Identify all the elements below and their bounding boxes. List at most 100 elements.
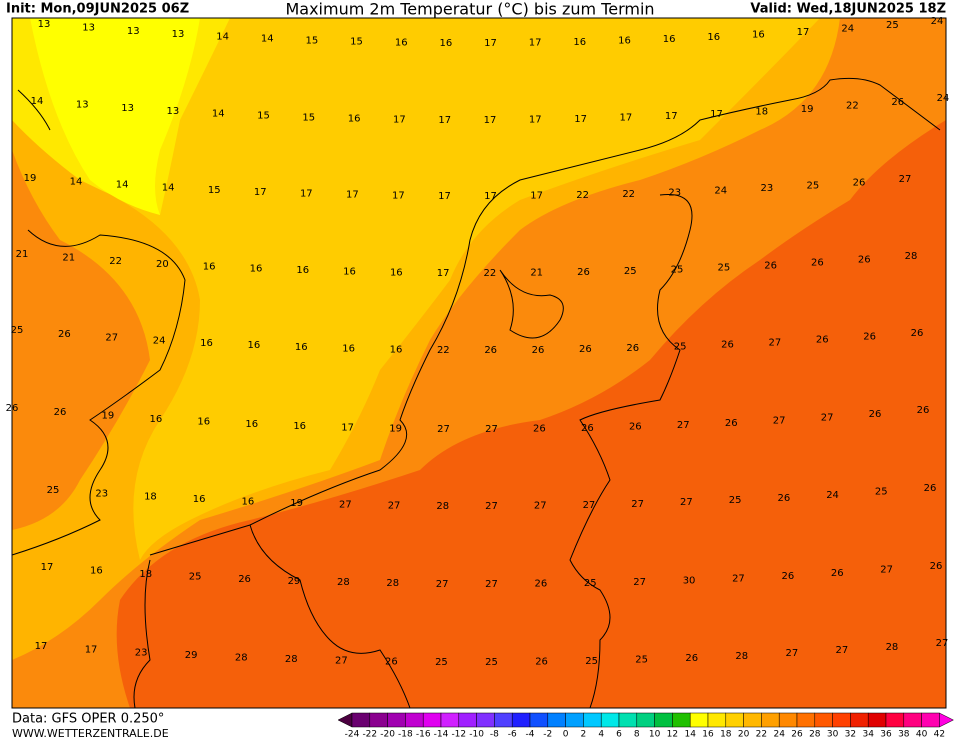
temperature-value: 17 bbox=[35, 641, 48, 652]
colorbar-label: 30 bbox=[827, 730, 839, 740]
colorbar-swatch bbox=[867, 712, 887, 728]
map-frame bbox=[11, 17, 947, 709]
temperature-value: 15 bbox=[257, 111, 270, 122]
colorbar-swatch bbox=[565, 712, 584, 728]
temperature-value: 17 bbox=[530, 191, 543, 202]
temperature-value: 28 bbox=[735, 651, 748, 662]
colorbar-swatch bbox=[511, 712, 531, 728]
temperature-value: 16 bbox=[293, 421, 306, 432]
temperature-value: 24 bbox=[931, 16, 944, 27]
temperature-value: 16 bbox=[348, 114, 361, 125]
colorbar-label: 14 bbox=[684, 730, 696, 740]
temperature-value: 21 bbox=[530, 268, 543, 279]
colorbar-label: 10 bbox=[649, 730, 661, 740]
temperature-value: 26 bbox=[863, 332, 876, 343]
temperature-value: 24 bbox=[153, 335, 166, 346]
temperature-values: 13 13 13 13 14 14 15 15 16 16 17 17 16 16 16 16 16 17 24 25… bbox=[6, 16, 950, 668]
temperature-value: 28 bbox=[886, 642, 899, 653]
colorbar-swatch bbox=[583, 712, 602, 728]
temperature-value: 19 bbox=[102, 411, 115, 422]
colorbar-swatch bbox=[725, 712, 744, 728]
colorbar-label: -20 bbox=[380, 730, 395, 740]
temperature-value: 26 bbox=[629, 422, 642, 433]
temperature-value: 16 bbox=[439, 38, 452, 49]
colorbar-swatch bbox=[689, 712, 709, 728]
temperature-value: 16 bbox=[663, 34, 676, 45]
temperature-value: 25 bbox=[807, 180, 820, 191]
colorbar-label: -16 bbox=[416, 730, 431, 740]
temperature-value: 27 bbox=[633, 577, 646, 588]
temperature-value: 14 bbox=[216, 32, 229, 43]
temperature-value: 16 bbox=[296, 265, 309, 276]
temperature-value: 26 bbox=[626, 343, 639, 354]
temperature-value: 27 bbox=[821, 412, 834, 423]
temperature-value: 29 bbox=[185, 650, 198, 661]
temperature-value: 26 bbox=[869, 409, 882, 420]
temperature-value: 15 bbox=[350, 37, 363, 48]
colorbar-swatch bbox=[405, 712, 424, 728]
temperature-value: 27 bbox=[836, 645, 849, 656]
temperature-value: 16 bbox=[343, 266, 356, 277]
temperature-value: 24 bbox=[714, 185, 727, 196]
temperature-value: 26 bbox=[533, 424, 546, 435]
temperature-value: 17 bbox=[484, 191, 497, 202]
temperature-value: 22 bbox=[437, 345, 450, 356]
temperature-value: 17 bbox=[797, 27, 810, 38]
valid-time: Valid: Wed,18JUN2025 18Z bbox=[750, 2, 946, 17]
temperature-value: 16 bbox=[149, 414, 162, 425]
temperature-value: 26 bbox=[577, 267, 590, 278]
data-source: Data: GFS OPER 0.250° bbox=[12, 712, 164, 727]
temperature-value: 17 bbox=[529, 38, 542, 49]
temperature-value: 28 bbox=[905, 251, 918, 262]
colorbar-label: -6 bbox=[508, 730, 517, 740]
temperature-value: 24 bbox=[841, 24, 854, 35]
temperature-value: 19 bbox=[24, 173, 37, 184]
colorbar-swatch bbox=[885, 712, 905, 728]
temperature-value: 19 bbox=[389, 423, 402, 434]
temperature-value: 17 bbox=[484, 38, 497, 49]
temperature-value: 26 bbox=[725, 418, 738, 429]
temperature-value: 16 bbox=[245, 419, 258, 430]
temperature-value: 23 bbox=[135, 648, 148, 659]
temperature-value: 22 bbox=[846, 101, 859, 112]
temperature-value: 17 bbox=[341, 422, 354, 433]
colorbar-swatch bbox=[903, 712, 922, 728]
temperature-value: 17 bbox=[300, 188, 313, 199]
temperature-value: 25 bbox=[11, 325, 24, 336]
colorbar-label: 34 bbox=[862, 730, 874, 740]
colorbar-swatch bbox=[743, 712, 762, 728]
colorbar-label: 16 bbox=[702, 730, 714, 740]
temperature-value: 17 bbox=[710, 109, 723, 120]
colorbar-swatch bbox=[476, 712, 495, 728]
colorbar-swatch bbox=[387, 712, 406, 728]
temperature-value: 16 bbox=[197, 417, 210, 428]
colorbar-label: -2 bbox=[543, 730, 552, 740]
temperature-value: 27 bbox=[534, 501, 547, 512]
temperature-value: 27 bbox=[680, 497, 693, 508]
temperature-value: 25 bbox=[435, 657, 448, 668]
temperature-value: 26 bbox=[535, 657, 548, 668]
colorbar-label: 20 bbox=[738, 730, 750, 740]
temperature-value: 24 bbox=[937, 93, 950, 104]
temperature-value: 16 bbox=[342, 343, 355, 354]
temperature-value: 16 bbox=[90, 566, 103, 577]
temperature-value: 26 bbox=[685, 653, 698, 664]
colorbar-swatch bbox=[458, 712, 477, 728]
temperature-value: 13 bbox=[82, 23, 95, 34]
temperature-value: 27 bbox=[769, 337, 782, 348]
temperature-value: 17 bbox=[620, 113, 633, 124]
temperature-value: 23 bbox=[95, 488, 108, 499]
temperature-value: 16 bbox=[295, 342, 308, 353]
colorbar-swatch bbox=[832, 712, 851, 728]
colorbar-arrow bbox=[337, 712, 353, 728]
temperature-value: 26 bbox=[853, 177, 866, 188]
temperature-value: 26 bbox=[764, 260, 777, 271]
temperature-value: 25 bbox=[585, 656, 598, 667]
temperature-value: 17 bbox=[574, 114, 587, 125]
temperature-value: 19 bbox=[801, 104, 814, 115]
temperature-value: 25 bbox=[886, 20, 899, 31]
colorbar-label: 18 bbox=[720, 730, 732, 740]
temperature-value: 20 bbox=[156, 259, 169, 270]
coastlines-borders bbox=[11, 77, 941, 709]
temperature-value: 25 bbox=[189, 572, 202, 583]
